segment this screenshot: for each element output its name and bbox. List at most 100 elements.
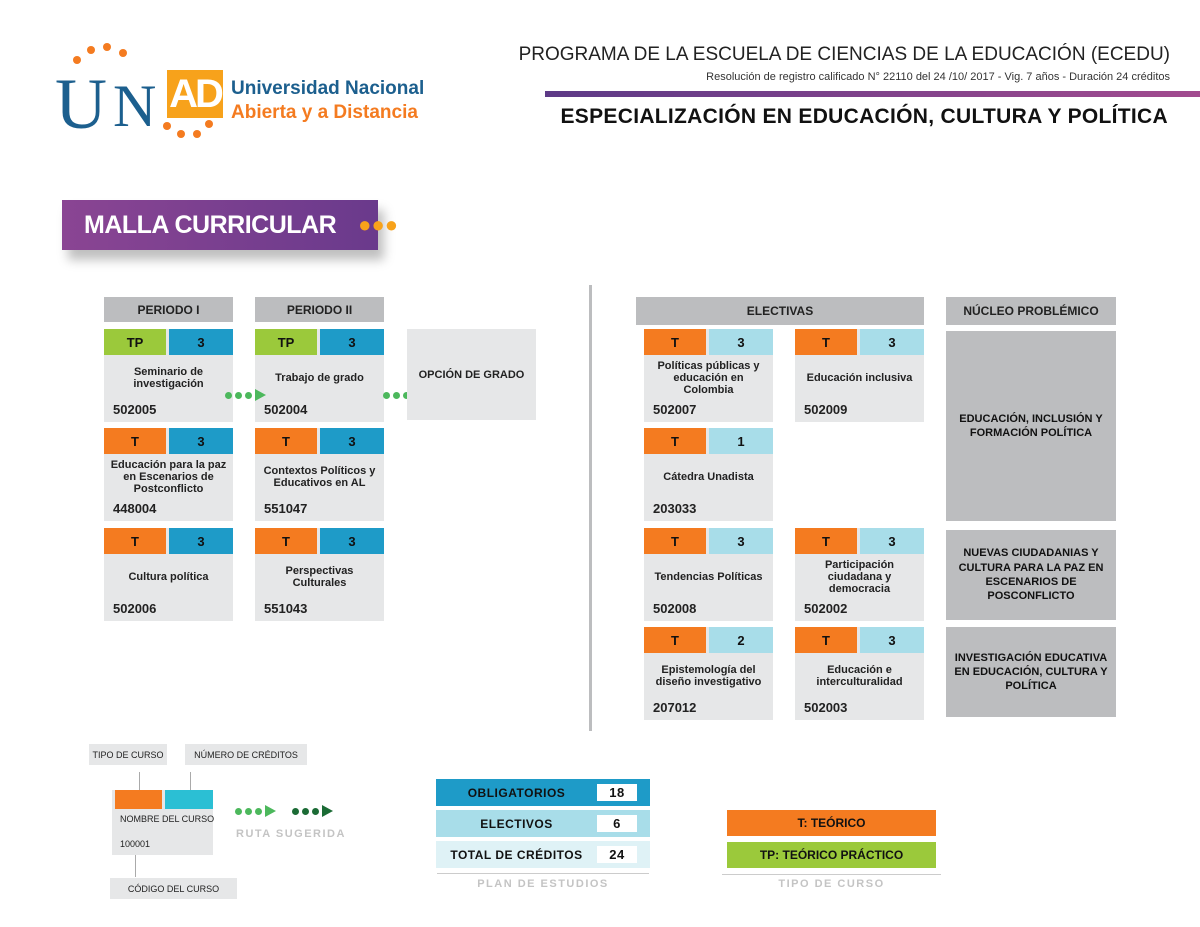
dot-icon bbox=[383, 391, 390, 399]
course-type: T bbox=[795, 329, 857, 355]
logo-dots-icon bbox=[73, 43, 213, 138]
course-type: TP bbox=[104, 329, 166, 355]
course-name: Epistemología del diseño investigativo bbox=[655, 663, 762, 688]
nucleo-item: INVESTIGACIÓN EDUCATIVA EN EDUCACIÓN, CU… bbox=[946, 627, 1116, 717]
course-code: 448004 bbox=[113, 501, 157, 516]
legend-credit-swatch bbox=[165, 790, 213, 809]
course-name: Trabajo de grado bbox=[275, 371, 364, 384]
logo-letter-n: N bbox=[113, 76, 157, 136]
course-name: Tendencias Políticas bbox=[654, 570, 763, 583]
course-credits: 3 bbox=[860, 528, 924, 554]
course-code: 502008 bbox=[653, 601, 697, 616]
course-name: Cátedra Unadista bbox=[663, 470, 754, 483]
course-type: T bbox=[104, 528, 166, 554]
course-credits: 3 bbox=[320, 528, 384, 554]
dot-icon bbox=[403, 391, 410, 399]
connector bbox=[139, 772, 140, 790]
route-arrow-dark-icon bbox=[292, 805, 333, 817]
course-name: Participación ciudadana y democracia bbox=[824, 558, 895, 596]
course-card: T 3 Participación ciudadana y democracia 50… bbox=[795, 528, 924, 621]
logo-line1: Universidad Nacional bbox=[231, 78, 425, 99]
dot-icon bbox=[235, 391, 242, 399]
unad-logo: U N AD Universidad Nacional Abierta y a … bbox=[55, 40, 424, 150]
connector bbox=[190, 772, 191, 790]
course-type: T bbox=[644, 428, 706, 454]
dot-icon bbox=[245, 391, 252, 399]
arrow-head-icon bbox=[265, 805, 276, 817]
plan-label: TOTAL DE CRÉDITOS bbox=[450, 847, 583, 862]
plan-value: 24 bbox=[597, 846, 637, 863]
connector bbox=[135, 855, 136, 877]
nucleo-item: NUEVAS CIUDADANIAS Y CULTURA PARA LA PAZ… bbox=[946, 530, 1116, 620]
course-card: T 3 Cultura política 502006 bbox=[104, 528, 233, 621]
divider bbox=[722, 874, 941, 875]
plan-value: 18 bbox=[597, 784, 637, 801]
course-card: TP 3 Seminario de investigación 502005 bbox=[104, 329, 233, 422]
period-header: PERIODO I bbox=[104, 297, 233, 322]
course-card: T 3 Educación e interculturalidad 502003 bbox=[795, 627, 924, 720]
course-name: Educación e interculturalidad bbox=[816, 663, 903, 688]
course-type: TP bbox=[255, 329, 317, 355]
course-credits: 3 bbox=[169, 329, 233, 355]
course-card: T 3 Perspectivas Culturales 551043 bbox=[255, 528, 384, 621]
course-code: 203033 bbox=[653, 501, 697, 516]
course-code: 207012 bbox=[653, 700, 697, 715]
course-card: T 3 Políticas públicas y educación en Colo… bbox=[644, 329, 773, 422]
course-code: 502009 bbox=[804, 402, 848, 417]
course-name: Cultura política bbox=[128, 570, 209, 583]
course-code: 502007 bbox=[653, 402, 697, 417]
logo-letter-u: U bbox=[55, 68, 107, 140]
nucleo-header: NÚCLEO PROBLÉMICO bbox=[946, 297, 1116, 325]
arrow-head-icon bbox=[322, 805, 333, 817]
divider bbox=[437, 873, 649, 874]
course-card: T 1 Cátedra Unadista 203033 bbox=[644, 428, 773, 521]
header-rule bbox=[545, 91, 1200, 97]
course-credits: 3 bbox=[169, 528, 233, 554]
course-code: 502006 bbox=[113, 601, 157, 616]
malla-banner: MALLA CURRICULAR ●●● bbox=[62, 200, 398, 250]
dots-icon: ●●● bbox=[358, 212, 399, 237]
program-name: ESPECIALIZACIÓN EN EDUCACIÓN, CULTURA Y … bbox=[560, 105, 1168, 128]
dot-icon bbox=[393, 391, 400, 399]
dot-icon bbox=[235, 807, 242, 815]
plan-caption: PLAN DE ESTUDIOS bbox=[477, 878, 609, 890]
dot-icon bbox=[225, 391, 232, 399]
course-code: 502002 bbox=[804, 601, 848, 616]
tipo-teorico-practico: TP: TEÓRICO PRÁCTICO bbox=[727, 842, 936, 868]
legend-type-swatch bbox=[115, 790, 162, 809]
course-credits: 3 bbox=[709, 329, 773, 355]
course-type: T bbox=[644, 627, 706, 653]
course-card: T 3 Tendencias Políticas 502008 bbox=[644, 528, 773, 621]
course-name: Políticas públicas y educación en Colomb… bbox=[657, 359, 760, 397]
course-code: 502004 bbox=[264, 402, 308, 417]
course-name: Perspectivas Culturales bbox=[285, 564, 354, 589]
course-credits: 3 bbox=[860, 329, 924, 355]
banner-label: MALLA CURRICULAR bbox=[84, 210, 337, 239]
course-type: T bbox=[104, 428, 166, 454]
course-card: T 3 Educación para la paz en Escenarios de… bbox=[104, 428, 233, 521]
resolution-text: Resolución de registro calificado N° 221… bbox=[706, 71, 1170, 83]
course-code: 551043 bbox=[264, 601, 308, 616]
course-credits: 3 bbox=[709, 528, 773, 554]
legend-card: NOMBRE DEL CURSO 100001 bbox=[112, 790, 214, 855]
plan-value: 6 bbox=[597, 815, 637, 832]
route-arrow-light-icon bbox=[235, 805, 276, 817]
divider bbox=[589, 285, 592, 731]
arrow-head-icon bbox=[255, 389, 266, 401]
plan-row-electivos: ELECTIVOS 6 bbox=[436, 810, 650, 837]
course-type: T bbox=[644, 329, 706, 355]
course-name: Contextos Políticos y Educativos en AL bbox=[263, 464, 376, 489]
electives-header: ELECTIVAS bbox=[636, 297, 924, 325]
suggested-route-arrow-icon bbox=[225, 389, 266, 401]
course-name: Seminario de investigación bbox=[133, 365, 204, 390]
course-type: T bbox=[795, 528, 857, 554]
logo-ad: AD bbox=[167, 70, 223, 118]
legend-creditos: NÚMERO DE CRÉDITOS bbox=[185, 744, 307, 765]
course-name: Educación inclusiva bbox=[806, 371, 913, 384]
logo-line2: Abierta y a Distancia bbox=[231, 102, 418, 123]
course-credits: 1 bbox=[709, 428, 773, 454]
degree-option-box: OPCIÓN DE GRADO bbox=[407, 329, 536, 420]
course-code: 502005 bbox=[113, 402, 157, 417]
plan-row-obligatorios: OBLIGATORIOS 18 bbox=[436, 779, 650, 806]
period-header: PERIODO II bbox=[255, 297, 384, 322]
